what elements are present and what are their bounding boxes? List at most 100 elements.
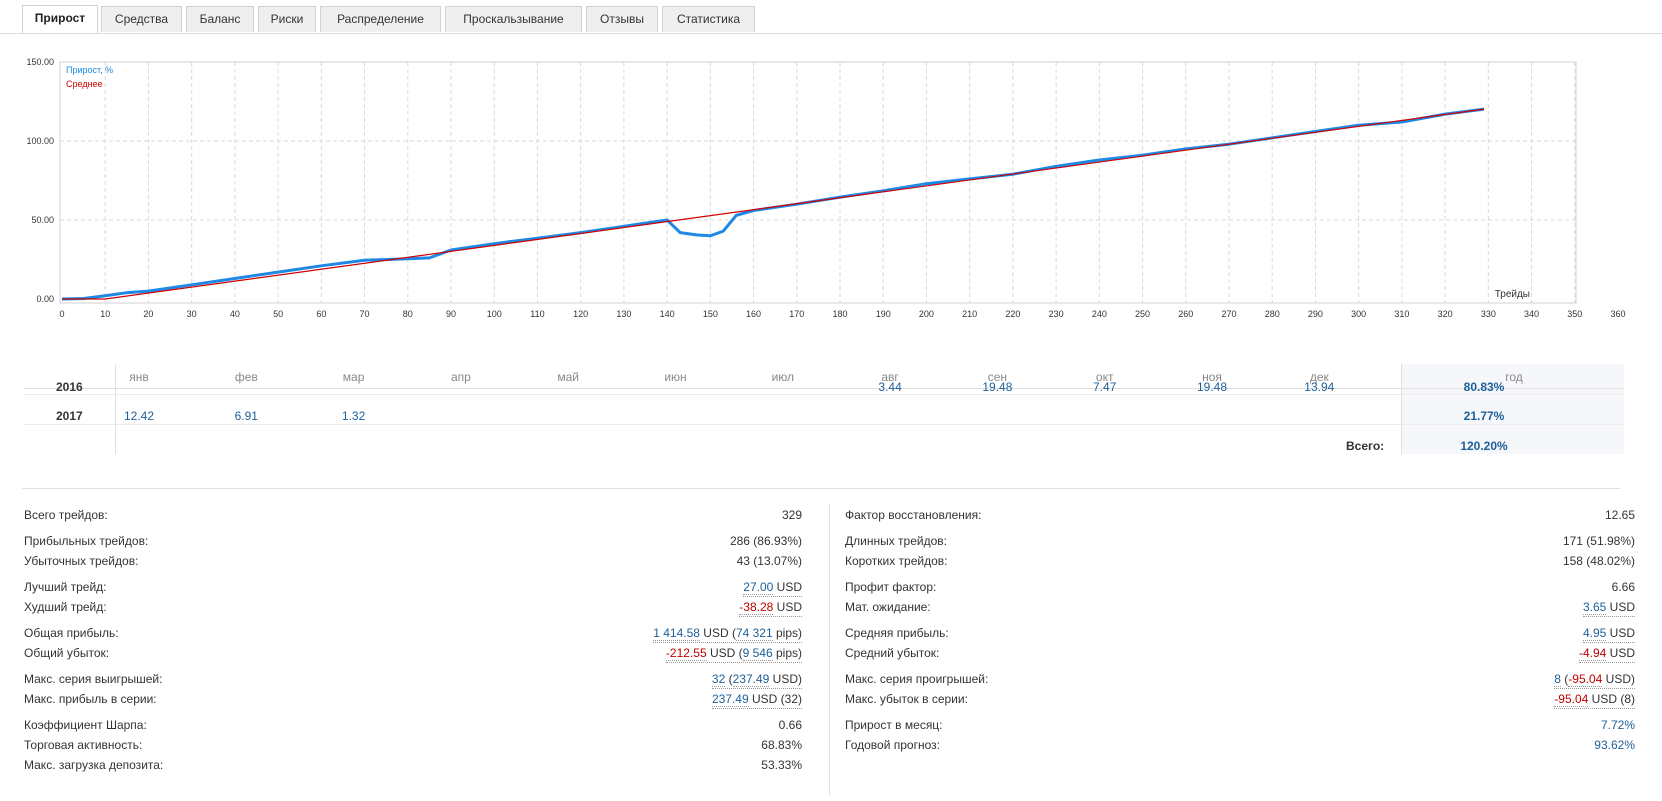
stat-row: Коротких трейдов: 158 (48.02%)	[845, 552, 1635, 570]
stat-label: Мат. ожидание:	[845, 600, 931, 614]
x-tick-label: 250	[1135, 309, 1150, 319]
divider	[1401, 364, 1402, 454]
grand-total-label: Всего:	[1346, 439, 1385, 453]
stat-value: 8 (-95.04 USD)	[1554, 670, 1635, 689]
stat-value: -4.94 USD	[1578, 644, 1635, 663]
x-tick-label: 50	[273, 309, 283, 319]
stat-label: Коэффициент Шарпа:	[24, 718, 147, 732]
divider	[24, 424, 1624, 425]
divider	[24, 388, 1624, 389]
month-value: 13.94	[1304, 380, 1335, 394]
x-tick-label: 170	[789, 309, 804, 319]
year-total: 80.83%	[1463, 380, 1505, 394]
stat-row: Годовой прогноз: 93.62%	[845, 736, 1635, 754]
stat-value: 237.49 USD (32)	[711, 690, 802, 709]
x-tick-label: 270	[1221, 309, 1236, 319]
y-tick-label: 150.00	[26, 57, 54, 67]
tab-balance[interactable]: Баланс	[186, 6, 254, 32]
stat-value: 32 (237.49 USD)	[711, 670, 802, 689]
x-tick-label: 210	[962, 309, 977, 319]
x-tick-label: 360	[1610, 309, 1625, 319]
x-tick-label: 260	[1178, 309, 1193, 319]
x-tick-label: 120	[573, 309, 588, 319]
x-tick-label: 80	[403, 309, 413, 319]
stat-label: Прибыльных трейдов:	[24, 534, 149, 548]
tab-equity[interactable]: Средства	[101, 6, 182, 32]
x-axis-label: Трейды	[1495, 289, 1530, 300]
stat-label: Худший трейд:	[24, 600, 107, 614]
stats-left-panel: Всего трейдов: 329 Прибыльных трейдов: 286 …	[24, 506, 802, 796]
tab-slippage[interactable]: Проскальзывание	[445, 6, 582, 32]
divider	[24, 394, 1624, 395]
plot-area	[59, 61, 1577, 304]
year-label: 2017	[56, 409, 83, 423]
tab-distribution[interactable]: Распределение	[320, 6, 441, 32]
year-column-bg	[1401, 364, 1624, 454]
stat-label: Общая прибыль:	[24, 626, 119, 640]
stat-value: -212.55 USD (9 546 pips)	[665, 644, 802, 663]
stat-row: Лучший трейд: 27.00 USD	[24, 578, 802, 597]
x-tick-label: 0	[59, 309, 64, 319]
stat-value: 329	[781, 508, 802, 522]
x-tick-label: 200	[919, 309, 934, 319]
stat-row: Мат. ожидание: 3.65 USD	[845, 598, 1635, 617]
month-header: янв	[129, 370, 149, 384]
tab-growth[interactable]: Прирост	[22, 5, 98, 33]
stat-value: 12.65	[1604, 508, 1635, 522]
legend-growth: Прирост, %	[66, 65, 113, 75]
stat-label: Торговая активность:	[24, 738, 143, 752]
tab-risks[interactable]: Риски	[258, 6, 316, 32]
stat-row: Общий убыток: -212.55 USD (9 546 pips)	[24, 644, 802, 663]
stat-label: Макс. прибыль в серии:	[24, 692, 157, 706]
month-value: 7.47	[1093, 380, 1117, 394]
x-tick-label: 310	[1394, 309, 1409, 319]
stat-value: 0.66	[778, 718, 802, 732]
x-tick-label: 150	[703, 309, 718, 319]
stat-row: Макс. серия выигрышей: 32 (237.49 USD)	[24, 670, 802, 689]
month-header: мар	[342, 370, 365, 384]
stat-value: 7.72%	[1600, 718, 1635, 732]
x-tick-label: 330	[1481, 309, 1496, 319]
month-header: авг	[881, 370, 899, 384]
month-header: ноя	[1202, 370, 1222, 384]
year-label: 2016	[56, 380, 83, 394]
stat-value: 43 (13.07%)	[736, 554, 802, 568]
month-value: 12.42	[123, 409, 155, 423]
x-tick-label: 160	[746, 309, 761, 319]
stat-row: Прибыльных трейдов: 286 (86.93%)	[24, 532, 802, 550]
stat-row: Макс. загрузка депозита: 53.33%	[24, 756, 802, 774]
month-value: 1.32	[341, 409, 366, 423]
x-tick-label: 180	[832, 309, 847, 319]
x-tick-label: 140	[660, 309, 675, 319]
legend-average: Среднее	[66, 79, 103, 89]
stats-divider	[829, 505, 830, 796]
stat-row: Торговая активность: 68.83%	[24, 736, 802, 754]
x-tick-label: 190	[876, 309, 891, 319]
stat-value: 158 (48.02%)	[1562, 554, 1635, 568]
x-tick-label: 290	[1308, 309, 1323, 319]
stat-row: Прирост в месяц: 7.72%	[845, 716, 1635, 734]
stat-row: Коэффициент Шарпа: 0.66	[24, 716, 802, 734]
tab-reviews[interactable]: Отзывы	[586, 6, 658, 32]
stat-row: Общая прибыль: 1 414.58 USD (74 321 pips)	[24, 624, 802, 643]
x-tick-label: 20	[143, 309, 153, 319]
stat-label: Макс. серия выигрышей:	[24, 672, 163, 686]
month-header: июн	[664, 370, 687, 384]
stat-label: Убыточных трейдов:	[24, 554, 139, 568]
tab-statistics[interactable]: Статистика	[662, 6, 755, 32]
stat-label: Макс. убыток в серии:	[845, 692, 968, 706]
year-total: 21.77%	[1463, 409, 1505, 423]
x-tick-label: 70	[360, 309, 370, 319]
stat-label: Лучший трейд:	[24, 580, 107, 594]
stat-label: Коротких трейдов:	[845, 554, 948, 568]
tab-bar: Прирост Средства Баланс Риски Распределе…	[0, 0, 1662, 34]
stat-row: Профит фактор: 6.66	[845, 578, 1635, 596]
month-value: 3.44	[878, 380, 902, 394]
y-tick-label: 50.00	[31, 215, 54, 225]
y-tick-label: 100.00	[26, 136, 54, 146]
stat-value: 53.33%	[761, 758, 802, 772]
y-tick-label: 0.00	[36, 294, 54, 304]
x-tick-label: 240	[1092, 309, 1107, 319]
x-tick-label: 320	[1438, 309, 1453, 319]
stat-label: Прирост в месяц:	[845, 718, 943, 732]
